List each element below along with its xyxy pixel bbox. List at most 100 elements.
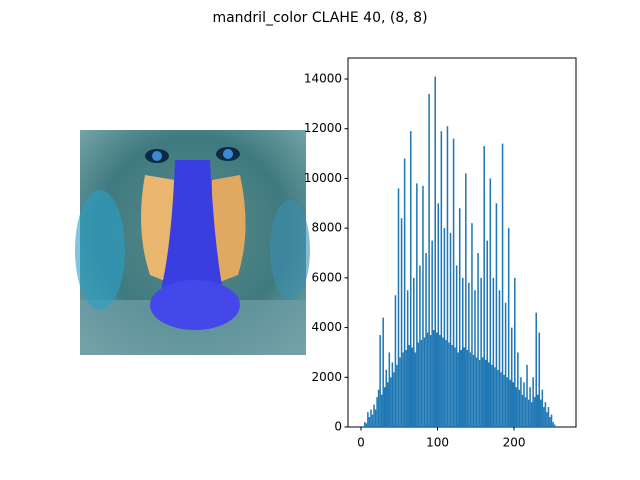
histogram-bar xyxy=(507,228,510,427)
histogram-bar xyxy=(448,342,450,427)
histogram-bar xyxy=(541,389,544,427)
histogram-bar xyxy=(512,382,515,427)
histogram-bar xyxy=(457,352,459,427)
histogram-bar xyxy=(491,364,493,427)
histogram-bar xyxy=(460,349,462,427)
histogram-bar xyxy=(428,93,430,427)
histogram-bar xyxy=(480,277,482,427)
histogram-bar xyxy=(463,347,466,427)
histogram-bar xyxy=(506,377,508,427)
histogram-bar xyxy=(478,359,481,427)
histogram-bar xyxy=(439,335,441,427)
histogram-bar xyxy=(521,394,524,427)
histogram-bar xyxy=(445,340,447,427)
histogram-bar xyxy=(524,397,527,427)
histogram-bar xyxy=(458,208,461,427)
histogram-bar xyxy=(449,233,452,427)
histogram-bar xyxy=(435,332,438,427)
mandrill-image xyxy=(75,130,310,355)
histogram-bar xyxy=(390,377,392,427)
histogram-bar xyxy=(547,407,550,427)
y-tick-label: 8000 xyxy=(311,221,342,235)
y-tick-label: 6000 xyxy=(311,270,342,284)
histogram-bar xyxy=(374,409,377,427)
histogram-bar xyxy=(494,367,496,427)
histogram-bar xyxy=(370,409,372,427)
histogram-bar xyxy=(394,295,397,427)
histogram-bar xyxy=(379,335,381,427)
histogram-bar xyxy=(549,417,551,427)
histogram-bar xyxy=(376,397,378,427)
histogram-bar xyxy=(481,357,484,427)
histogram-bar xyxy=(527,399,530,427)
histogram-bar xyxy=(400,218,403,427)
histogram-bar xyxy=(484,359,487,427)
histogram-bar xyxy=(497,369,499,427)
histogram-bar xyxy=(365,423,368,427)
histogram-bar xyxy=(377,389,380,427)
histogram-bar xyxy=(420,340,423,427)
histogram-bar xyxy=(368,417,371,427)
y-tick-label: 4000 xyxy=(311,320,342,334)
histogram-bar xyxy=(483,146,485,427)
histogram-bar xyxy=(495,203,498,427)
histogram-bar xyxy=(474,290,476,427)
histogram-bar xyxy=(383,387,386,427)
histogram-bar xyxy=(405,349,407,427)
histogram-bar xyxy=(530,402,533,427)
x-tick-label: 0 xyxy=(357,436,365,450)
figure-title: mandril_color CLAHE 40, (8, 8) xyxy=(212,10,427,26)
histogram-bar xyxy=(388,352,391,427)
histogram-bar xyxy=(437,203,440,427)
histogram-bar xyxy=(492,277,495,427)
histogram-bar xyxy=(371,414,374,427)
histogram-bar xyxy=(411,347,414,427)
histogram-bar xyxy=(546,412,548,427)
histogram-bar xyxy=(452,138,455,427)
histogram-bar xyxy=(535,312,537,427)
histogram-bar xyxy=(540,399,542,427)
histogram-bar xyxy=(422,185,424,427)
histogram-bar xyxy=(462,277,464,427)
histogram-bar xyxy=(385,369,388,427)
histogram-bar xyxy=(529,387,531,427)
y-tick-label: 12000 xyxy=(304,121,342,135)
histogram-bar xyxy=(489,178,492,427)
histogram-bar xyxy=(526,364,528,427)
histogram-bar xyxy=(367,412,369,427)
histogram-bar xyxy=(419,265,421,427)
histogram-bar xyxy=(509,379,511,427)
histogram-bar xyxy=(465,173,467,427)
histogram-bar xyxy=(488,362,490,427)
histogram-bar xyxy=(544,402,547,427)
histogram-bar xyxy=(431,240,433,427)
y-tick-label: 0 xyxy=(334,420,342,434)
histogram-bar xyxy=(500,372,502,427)
histogram-bar xyxy=(466,349,469,427)
histogram-bar xyxy=(399,357,401,427)
histogram-bar xyxy=(409,131,412,427)
histogram-bar xyxy=(514,277,516,427)
histogram-bar xyxy=(397,188,400,427)
x-tick-label: 200 xyxy=(503,436,526,450)
histogram-bar xyxy=(469,352,472,427)
histogram-bar xyxy=(442,337,444,427)
histogram-bar xyxy=(396,364,398,427)
histogram-bar xyxy=(451,344,453,427)
histogram-bar xyxy=(382,317,384,427)
histogram-bar xyxy=(455,265,458,427)
histogram-bar xyxy=(504,302,507,427)
histogram-bar xyxy=(364,422,366,427)
histogram-bar xyxy=(523,382,525,427)
histogram-bar xyxy=(414,352,417,427)
histogram-bar xyxy=(550,414,553,427)
histogram-bar xyxy=(503,374,505,427)
histogram-bar xyxy=(443,228,446,427)
histogram-bar xyxy=(477,253,479,427)
y-tick-label: 10000 xyxy=(304,171,342,185)
histogram-bar xyxy=(413,277,415,427)
histogram-bar xyxy=(538,332,541,427)
histogram-bar xyxy=(553,424,556,427)
histogram-bar xyxy=(432,330,435,427)
